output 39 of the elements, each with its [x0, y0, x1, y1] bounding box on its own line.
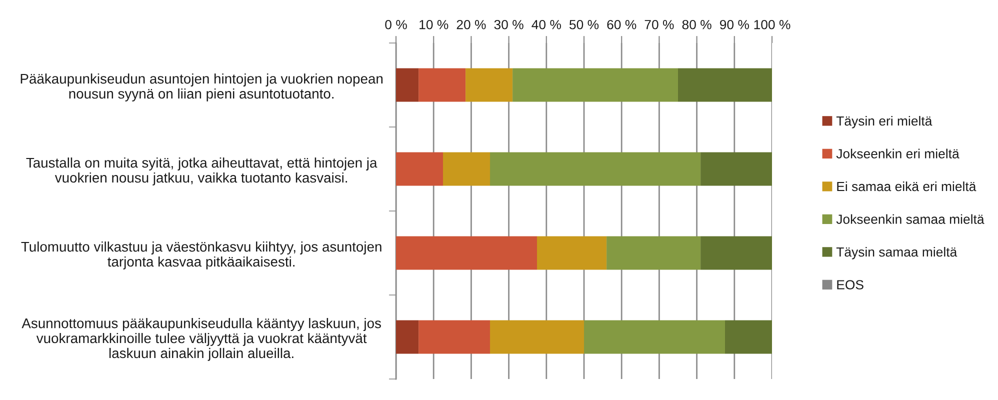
legend-label: Jokseenkin eri mieltä — [836, 148, 960, 158]
legend-label: Täysin samaa mieltä — [836, 246, 958, 260]
x-tick-label: 80 % — [682, 20, 712, 30]
x-tick-label: 70 % — [644, 20, 674, 30]
bar — [443, 152, 490, 186]
bar — [418, 68, 466, 102]
bar — [584, 320, 725, 354]
legend-label: EOS — [837, 280, 864, 290]
legend-label: Ei samaa eikä eri mieltä — [837, 181, 976, 192]
bar — [490, 152, 701, 186]
bar — [678, 68, 772, 102]
x-tick-label: 60 % — [607, 20, 636, 30]
x-tick-label: 40 % — [532, 20, 561, 30]
legend-label: Jokseenkin samaa mieltä — [836, 214, 984, 224]
x-tick-label: 30 % — [494, 20, 524, 30]
bar — [725, 320, 772, 354]
bar — [396, 320, 419, 354]
x-tick-label: 100 % — [754, 20, 790, 30]
bar — [700, 152, 772, 186]
bar — [396, 236, 537, 270]
y-tick-label: Tulomuutto vilkastuu ja väestönkasvu kiihtyy, jos asuntojen tarjonta kasvaa pitkäaikaisesti. — [21, 241, 382, 270]
x-tick-label: 90 % — [720, 20, 749, 30]
legend-label: Täysin eri mieltä — [836, 116, 932, 128]
y-tick-label: Pääkaupunkiseudun asuntojen hintojen ja vuokrien nopean nousun syynä on liian pieni asuntotuotanto. — [20, 73, 383, 102]
bar — [396, 68, 419, 102]
bar — [490, 320, 584, 354]
bar — [606, 236, 701, 270]
bar — [396, 152, 443, 186]
bar — [537, 236, 607, 270]
x-tick-label: 50 % — [569, 20, 599, 30]
bar — [418, 320, 490, 354]
y-tick-label: Taustalla on muita syitä, jotka aiheuttavat, että hintojen ja vuokrien nousu jatkuu, vaikka tuotanto kasvaisi. — [26, 157, 378, 186]
x-tick-label: 10 % — [420, 20, 448, 30]
bar — [466, 68, 513, 102]
bar — [512, 68, 678, 102]
x-tick-label: 20 % — [456, 20, 486, 30]
bar — [700, 236, 772, 270]
x-tick-label: 0 % — [385, 20, 407, 30]
y-tick-label: Asunnottomuus pääkaupunkiseudulla kääntyy laskuun, jos vuokramarkkinoille tulee väljyyttä ja vuokrat kääntyvät laskuun ainakin jollain alueilla. — [22, 318, 381, 361]
